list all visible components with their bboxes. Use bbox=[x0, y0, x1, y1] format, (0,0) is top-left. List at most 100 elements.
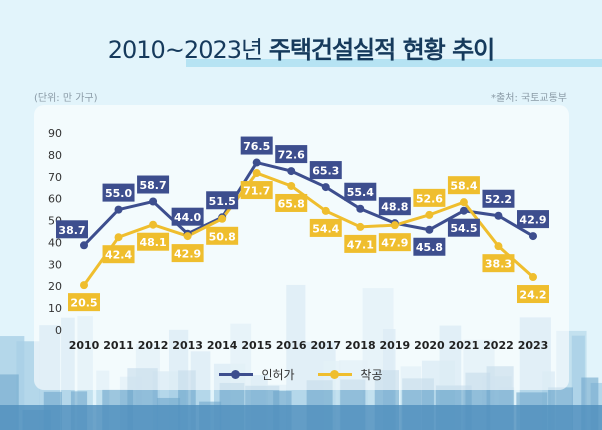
data-label-box bbox=[517, 210, 549, 229]
series-line-start bbox=[82, 171, 534, 287]
data-label-box bbox=[447, 176, 480, 195]
data-label-text: 48.1 bbox=[140, 236, 167, 249]
data-point bbox=[459, 206, 468, 215]
data-label-text: 24.2 bbox=[519, 289, 546, 302]
data-label-box bbox=[344, 234, 377, 253]
x-tick-label: 2016 bbox=[276, 339, 307, 352]
data-point bbox=[114, 233, 123, 242]
data-point bbox=[494, 211, 503, 220]
data-label: 76.5 bbox=[240, 136, 273, 155]
data-label-text: 51.5 bbox=[209, 195, 236, 208]
data-label-text: 54.5 bbox=[450, 222, 477, 235]
data-label-box bbox=[171, 207, 204, 226]
data-label: 42.9 bbox=[171, 244, 204, 263]
data-point bbox=[287, 167, 296, 176]
data-point bbox=[459, 198, 468, 207]
data-label-text: 65.3 bbox=[312, 165, 339, 178]
data-label-box bbox=[137, 232, 170, 251]
y-tick-label: 60 bbox=[48, 193, 62, 206]
data-label: 71.7 bbox=[240, 181, 273, 200]
y-tick-label: 20 bbox=[48, 280, 62, 293]
data-label-box bbox=[447, 218, 480, 237]
data-label-box bbox=[275, 145, 308, 164]
data-point bbox=[321, 183, 330, 192]
y-tick-label: 90 bbox=[48, 127, 62, 140]
data-label: 48.8 bbox=[378, 197, 411, 216]
data-label-text: 42.4 bbox=[105, 249, 132, 262]
data-label-text: 55.4 bbox=[347, 186, 374, 199]
data-label-box bbox=[171, 244, 204, 263]
x-tick-label: 2012 bbox=[138, 339, 169, 352]
data-label: 52.6 bbox=[413, 188, 446, 207]
data-label: 55.0 bbox=[102, 183, 135, 202]
data-label-box bbox=[206, 226, 239, 245]
data-label-text: 20.5 bbox=[70, 297, 97, 310]
data-label: 44.0 bbox=[171, 207, 204, 226]
data-point bbox=[287, 181, 296, 190]
data-label-text: 50.8 bbox=[209, 230, 236, 243]
data-label: 47.9 bbox=[378, 233, 411, 252]
data-label-text: 55.0 bbox=[105, 187, 132, 200]
data-point bbox=[218, 214, 227, 223]
data-label-text: 72.6 bbox=[278, 149, 305, 162]
data-point bbox=[183, 232, 192, 241]
data-label-text: 52.2 bbox=[485, 193, 512, 206]
y-tick-label: 10 bbox=[48, 302, 62, 315]
x-tick-label: 2011 bbox=[103, 339, 134, 352]
legend-label-start: 착공 bbox=[360, 368, 383, 382]
x-tick-label: 2014 bbox=[207, 339, 238, 352]
series-line-permit bbox=[82, 160, 534, 247]
data-label: 65.8 bbox=[275, 193, 308, 212]
data-label-text: 42.9 bbox=[174, 248, 201, 261]
data-label-text: 58.7 bbox=[140, 179, 167, 192]
y-tick-label: 70 bbox=[48, 171, 62, 184]
data-label-text: 42.9 bbox=[519, 214, 546, 227]
data-label-text: 54.4 bbox=[312, 222, 339, 235]
data-point bbox=[80, 281, 88, 290]
data-point bbox=[425, 225, 434, 234]
data-label-text: 44.0 bbox=[174, 211, 201, 224]
data-label: 54.4 bbox=[309, 218, 342, 237]
data-label-box bbox=[482, 189, 515, 208]
x-tick-label: 2018 bbox=[345, 339, 376, 352]
data-point bbox=[114, 205, 123, 214]
source-label: *출처: 국토교통부 bbox=[491, 93, 567, 104]
x-tick-label: 2013 bbox=[172, 339, 203, 352]
data-point bbox=[529, 273, 537, 282]
data-label-text: 45.8 bbox=[416, 241, 443, 254]
data-label-box bbox=[309, 161, 342, 180]
data-label-text: 38.7 bbox=[58, 224, 85, 237]
data-label-box bbox=[240, 181, 273, 200]
data-label-text: 48.8 bbox=[381, 201, 408, 214]
title-years: 2010~2023년 bbox=[107, 36, 263, 64]
data-point bbox=[356, 222, 365, 231]
data-label: 52.2 bbox=[482, 189, 515, 208]
data-point bbox=[252, 158, 261, 167]
data-point bbox=[494, 242, 503, 251]
data-point bbox=[356, 204, 365, 213]
chart-title: 2010~2023년 주택건설실적 현황 추이 bbox=[0, 30, 602, 67]
data-label: 42.4 bbox=[102, 245, 135, 264]
data-label-box bbox=[309, 218, 342, 237]
x-tick-label: 2019 bbox=[380, 339, 411, 352]
data-label: 20.5 bbox=[68, 293, 100, 312]
data-label-text: 38.3 bbox=[485, 258, 512, 271]
data-label: 65.3 bbox=[309, 161, 342, 180]
data-label-box bbox=[102, 183, 135, 202]
title-main: 주택건설실적 현황 추이 bbox=[268, 36, 496, 64]
y-tick-label: 40 bbox=[48, 236, 62, 249]
x-tick-label: 2022 bbox=[483, 339, 514, 352]
data-label-box bbox=[378, 197, 411, 216]
data-label-box bbox=[344, 182, 377, 201]
data-label-box bbox=[275, 193, 308, 212]
data-label-box bbox=[413, 237, 446, 256]
data-label-box bbox=[378, 233, 411, 252]
data-label-text: 71.7 bbox=[243, 185, 270, 198]
data-label-box bbox=[102, 245, 135, 264]
unit-label: (단위: 만 가구) bbox=[34, 93, 98, 104]
y-tick-label: 80 bbox=[48, 149, 62, 162]
data-label: 24.2 bbox=[517, 285, 549, 304]
legend-label-permit: 인허가 bbox=[261, 368, 295, 382]
data-label-box bbox=[206, 191, 239, 210]
